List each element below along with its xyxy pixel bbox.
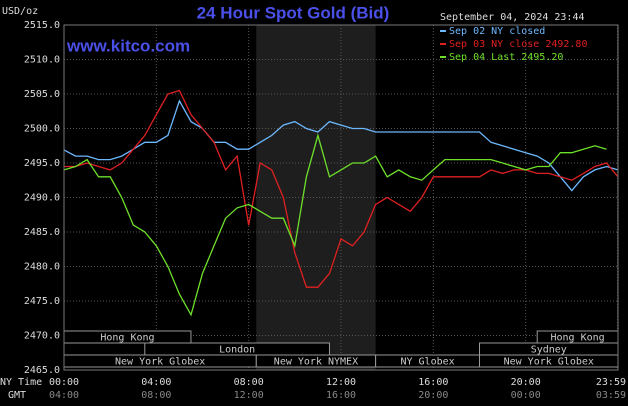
x-tick-label: 08:00: [234, 377, 264, 388]
session-label: NY Globex: [400, 357, 454, 368]
x-tick-label: 00:00: [49, 377, 79, 388]
plot-frame: [63, 24, 619, 371]
x-row-label: NY Time: [0, 377, 42, 388]
y-tick-label: 2490.0: [24, 193, 60, 204]
chart-title: 24 Hour Spot Gold (Bid): [197, 3, 390, 22]
x2-tick-label: 00:00: [511, 390, 541, 401]
session-label: New York Globex: [115, 357, 205, 368]
x-tick-label: 23:59: [596, 377, 626, 388]
x-tick-label: 04:00: [141, 377, 171, 388]
y-tick-label: 2485.0: [24, 227, 60, 238]
session-label: Hong Kong: [100, 333, 154, 344]
x2-tick-label: 08:00: [141, 390, 171, 401]
session-label: New York NYMEX: [274, 357, 358, 368]
x2-tick-label: 20:00: [418, 390, 448, 401]
legend-label: Sep 02 NY closed: [449, 26, 545, 37]
y-tick-label: 2495.0: [24, 158, 60, 169]
x-tick-label: 20:00: [511, 377, 541, 388]
session-label: Hong Kong: [551, 333, 605, 344]
session-label: Sydney: [531, 345, 567, 356]
y-tick-label: 2465.0: [24, 365, 60, 376]
x2-row-label: GMT: [8, 390, 26, 401]
watermark: www.kitco.com: [66, 36, 190, 55]
x2-tick-label: 12:00: [234, 390, 264, 401]
x2-tick-label: 04:00: [49, 390, 79, 401]
session-label: London: [219, 345, 255, 356]
x-tick-label: 16:00: [418, 377, 448, 388]
session-label: New York Globex: [504, 357, 594, 368]
y-tick-label: 2500.0: [24, 124, 60, 135]
price-line: [63, 132, 607, 317]
y-tick-label: 2470.0: [24, 331, 60, 342]
y-axis-label: USD/oz: [2, 6, 38, 17]
y-tick-label: 2505.0: [24, 89, 60, 100]
legend-label: Sep 03 NY close 2492.80: [449, 39, 587, 50]
y-tick-label: 2480.0: [24, 262, 60, 273]
y-tick-label: 2475.0: [24, 296, 60, 307]
x2-tick-label: 03:59: [596, 390, 626, 401]
y-tick-label: 2510.0: [24, 55, 60, 66]
y-tick-label: 2515.0: [24, 20, 60, 31]
legend-label: Sep 04 Last 2495.20: [449, 52, 563, 63]
price-line: [63, 99, 619, 192]
x2-tick-label: 16:00: [326, 390, 356, 401]
timestamp: September 04, 2024 23:44: [440, 12, 585, 23]
x-tick-label: 12:00: [326, 377, 356, 388]
